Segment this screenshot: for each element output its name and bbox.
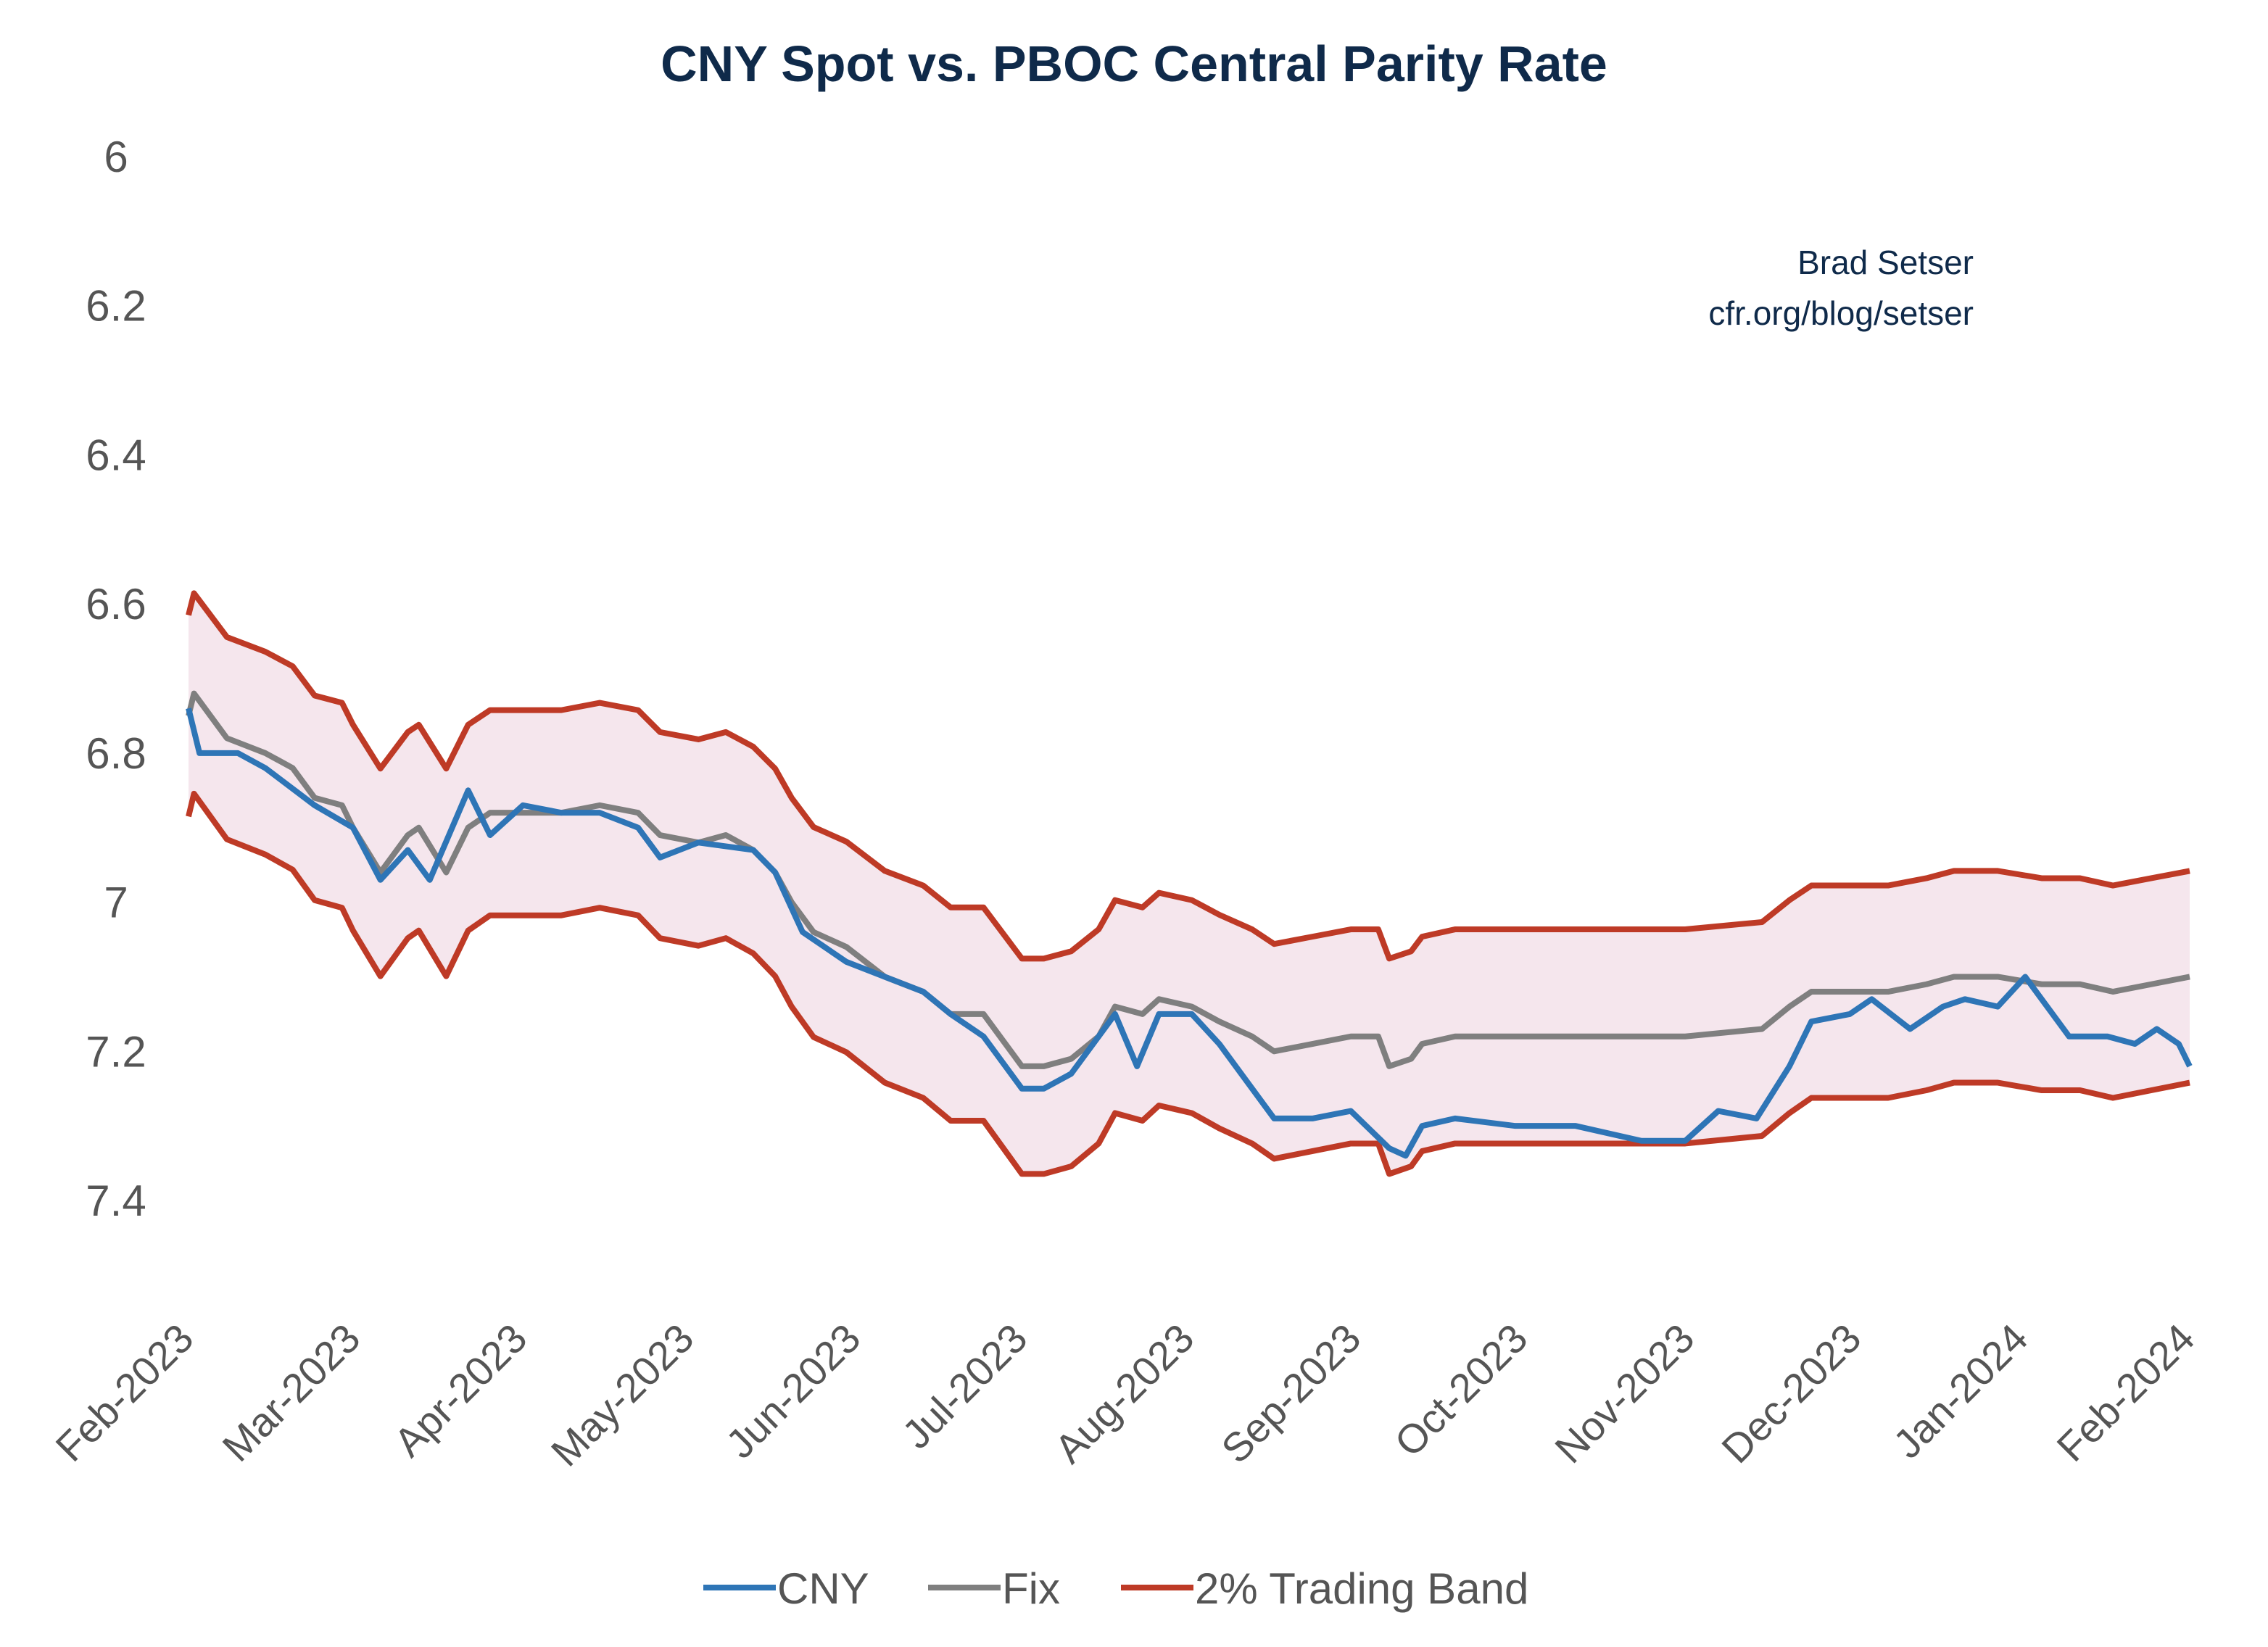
x-tick-label: Apr-2023 [385,1315,535,1465]
y-tick-label: 7.4 [86,1177,146,1225]
x-tick-label: Dec-2023 [1713,1315,1869,1472]
annotation-url: cfr.org/blog/setser [1708,294,1974,332]
legend-label-fix: Fix [1002,1564,1060,1613]
series-fix [186,690,2190,1069]
series-cny [186,708,2193,1159]
y-tick-label: 6.2 [86,282,146,331]
y-tick-label: 6 [104,133,128,181]
y-tick-label: 6.6 [86,580,146,628]
x-tick-label: Sep-2023 [1212,1315,1369,1472]
legend-label-band: 2% Trading Band [1195,1564,1528,1613]
line-layer [186,590,2193,1177]
x-tick-label: Oct-2023 [1386,1315,1536,1465]
x-tick-label: Jan-2024 [1884,1315,2037,1467]
x-tick-label: Jun-2023 [717,1315,869,1467]
series-band-lower [186,790,2190,1177]
x-tick-label: May-2023 [542,1315,703,1475]
legend-label-cny: CNY [777,1564,869,1613]
x-tick-label: Nov-2023 [1546,1315,1702,1472]
x-tick-label: Mar-2023 [213,1315,368,1470]
annotation-author: Brad Setser [1797,244,1974,281]
y-tick-label: 7 [104,879,128,927]
series-band-upper [186,590,2190,962]
legend: CNY Fix 2% Trading Band [703,1564,1528,1613]
y-tick-label: 7.2 [86,1027,146,1076]
x-axis: Feb-2023 Mar-2023 Apr-2023 May-2023 Jun-2023… [46,1315,2203,1475]
y-tick-label: 6.8 [86,729,146,778]
x-tick-label: Feb-2024 [2048,1315,2203,1470]
x-tick-label: Feb-2023 [46,1315,202,1470]
x-tick-label: Jul-2023 [893,1315,1035,1457]
y-tick-label: 6.4 [86,431,146,479]
y-axis: 6 6.2 6.4 6.6 6.8 7 7.2 7.4 [86,133,146,1225]
chart-title: CNY Spot vs. PBOC Central Parity Rate [661,36,1607,92]
x-tick-label: Aug-2023 [1046,1315,1202,1472]
